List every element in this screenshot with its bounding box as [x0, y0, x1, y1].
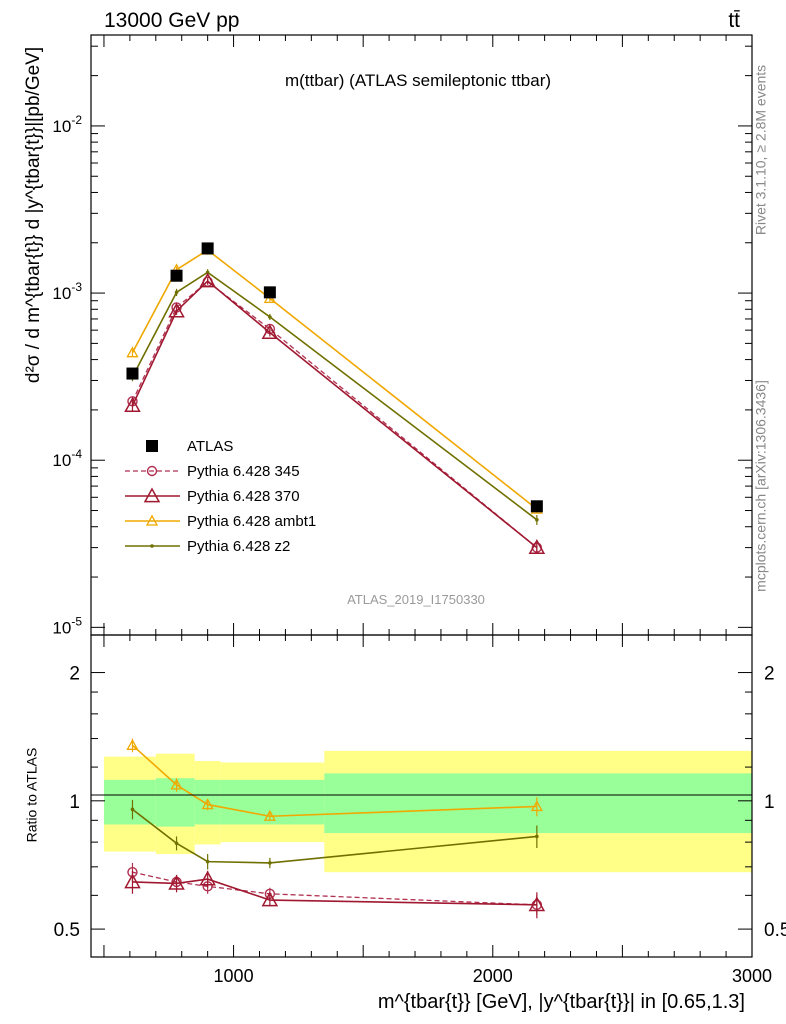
legend-marker — [145, 514, 159, 526]
ratio-point — [130, 807, 135, 812]
main-curves — [124, 242, 546, 554]
ratio-series-pythia-6-428-z2 — [130, 799, 539, 870]
y-tick-label: 10-4 — [52, 447, 82, 470]
y-axis-ticks: 10-5 10-4 10-3 10-2 0.5 0.5 1 1 2 2 — [52, 45, 786, 941]
ratio-band-inner — [155, 778, 195, 827]
data-point — [126, 367, 139, 380]
data-point — [174, 290, 179, 295]
ratio-panel-frame — [90, 634, 753, 958]
legend-label: Pythia 6.428 370 — [187, 488, 300, 505]
series-line — [131, 271, 538, 521]
ratio-point — [124, 873, 141, 889]
ratio-point — [261, 891, 279, 907]
y-axis-label: d²σ / d m^{tbar{t}} d |y^{tbar{t}}|[pb/G… — [23, 47, 44, 383]
data-point — [168, 302, 185, 318]
series-pythia-6-428-345 — [127, 276, 543, 553]
y-tick-label: 10-2 — [52, 113, 82, 136]
data-point — [535, 518, 539, 522]
header-left: 13000 GeV pp — [104, 9, 239, 32]
series-atlas — [126, 242, 543, 513]
data-point — [261, 324, 279, 339]
ratio-band-inner — [103, 779, 156, 825]
ratio-y-tick-label: 0.5 — [54, 920, 80, 941]
header-right: tt̄ — [728, 9, 740, 32]
mcplots-label: mcplots.cern.ch [arXiv:1306.3436] — [753, 380, 769, 592]
y-tick-label: 10-3 — [52, 280, 82, 303]
legend-entry-atlas: ATLAS — [146, 438, 233, 455]
x-tick-label: 2000 — [473, 966, 513, 986]
legend-label: ATLAS — [187, 438, 233, 455]
data-point — [199, 272, 216, 288]
data-point — [170, 269, 183, 282]
ratio-y-tick-label-right: 2 — [764, 664, 775, 685]
ratio-y-axis-label: Ratio to ATLAS — [24, 748, 40, 843]
legend-marker — [146, 465, 158, 477]
data-point — [124, 397, 141, 413]
ratio-point — [268, 861, 272, 865]
legend-entry-pythia-6-428-z2: Pythia 6.428 z2 — [125, 538, 290, 555]
x-tick-label: 1000 — [214, 966, 254, 986]
ratio-line — [132, 878, 537, 906]
legend-label: Pythia 6.428 345 — [187, 463, 300, 480]
data-point — [201, 242, 214, 255]
ratio-point — [168, 874, 185, 890]
series-pythia-6-428-370 — [124, 272, 546, 554]
ratio-point — [530, 800, 543, 812]
data-point — [263, 286, 276, 299]
ratio-point — [126, 738, 139, 750]
ratio-line — [132, 871, 537, 906]
ratio-point — [201, 798, 214, 810]
legend-label: Pythia 6.428 ambt1 — [187, 513, 316, 530]
ratio-point — [535, 834, 539, 839]
ratio-point — [170, 778, 183, 790]
data-point — [205, 270, 210, 275]
legend: ATLAS Pythia 6.428 345 Pythia 6.428 370 Pyt… — [125, 438, 316, 555]
ratio-point — [205, 859, 210, 864]
ratio-band-inner — [220, 779, 325, 825]
x-tick-label: 3000 — [732, 966, 772, 986]
legend-marker — [146, 440, 158, 452]
ratio-series-pythia-6-428-ambt1 — [126, 738, 543, 821]
ratio-y-tick-label-right: 1 — [764, 792, 775, 813]
series-pythia-6-428-z2 — [130, 269, 539, 525]
ratio-y-tick-label: 2 — [69, 664, 80, 685]
ratio-point — [528, 896, 546, 912]
analysis-label: ATLAS_2019_I1750330 — [347, 592, 485, 607]
rivet-label: Rivet 3.1.10, ≥ 2.8M events — [753, 65, 769, 235]
ratio-point — [199, 870, 216, 886]
ratio-point — [263, 809, 276, 821]
legend-marker — [143, 487, 161, 503]
plot-title: m(ttbar) (ATLAS semileptonic ttbar) — [285, 71, 551, 90]
ratio-y-tick-label-right: 0.5 — [764, 920, 786, 941]
x-axis-label: m^{tbar{t}} [GeV], |y^{tbar{t}}| in [0.6… — [378, 991, 745, 1013]
ratio-curves — [124, 738, 546, 919]
legend-label: Pythia 6.428 z2 — [187, 538, 290, 555]
legend-entry-pythia-6-428-345: Pythia 6.428 345 — [125, 463, 300, 480]
data-point — [528, 539, 546, 554]
legend-marker — [150, 544, 154, 548]
legend-entry-pythia-6-428-ambt1: Pythia 6.428 ambt1 — [125, 513, 316, 530]
data-point — [268, 315, 272, 319]
legend-entry-pythia-6-428-370: Pythia 6.428 370 — [125, 487, 300, 505]
y-tick-label: 10-5 — [52, 614, 82, 637]
x-axis-ticks: 1000 2000 3000 — [103, 35, 772, 986]
ratio-series-pythia-6-428-370 — [124, 870, 546, 919]
ratio-y-tick-label: 1 — [69, 792, 80, 813]
series-line — [131, 279, 538, 549]
data-point — [530, 500, 543, 513]
series-line — [131, 280, 538, 549]
ratio-point — [174, 841, 179, 846]
data-point — [126, 346, 139, 358]
ratio-uncertainty-bands — [103, 750, 752, 873]
